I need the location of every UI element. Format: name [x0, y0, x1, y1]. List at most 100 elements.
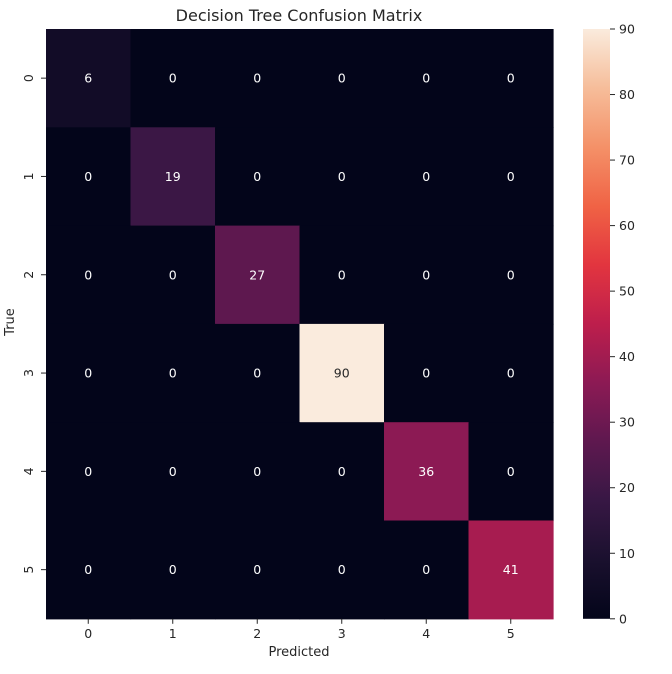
heatmap-cell-3-3 — [299, 323, 385, 423]
cell-value-label: 0 — [84, 169, 92, 184]
x-tick-label: 2 — [253, 626, 261, 641]
cell-value-label: 0 — [422, 71, 430, 86]
colorbar-gradient — [583, 29, 610, 619]
cell-value-label: 0 — [253, 562, 261, 577]
cell-value-label: 0 — [169, 267, 177, 282]
cell-value-label: 0 — [84, 366, 92, 381]
cell-value-label: 0 — [422, 169, 430, 184]
heatmap-cell-4-3 — [299, 422, 385, 522]
x-tick-label: 0 — [84, 626, 92, 641]
heatmap-cell-4-4 — [384, 422, 470, 522]
heatmap-cell-5-1 — [130, 520, 216, 620]
cell-value-label: 0 — [338, 169, 346, 184]
heatmap-cell-1-1 — [130, 127, 216, 227]
cell-value-label: 6 — [84, 71, 92, 86]
heatmap-cell-2-4 — [384, 225, 470, 325]
cell-value-label: 0 — [169, 464, 177, 479]
heatmap-cell-2-3 — [299, 225, 385, 325]
heatmap-cell-2-1 — [130, 225, 216, 325]
cell-value-label: 0 — [422, 267, 430, 282]
cell-value-label: 0 — [253, 464, 261, 479]
colorbar-tick-label: 40 — [619, 349, 635, 364]
heatmap-cell-0-3 — [299, 29, 385, 128]
cell-value-label: 0 — [84, 464, 92, 479]
heatmap-cell-4-0 — [46, 422, 132, 522]
y-tick-label: 2 — [21, 271, 36, 279]
x-tick-label: 4 — [422, 626, 430, 641]
heatmap-cells: 6 0 0 0 0 0 0 19 0 0 0 0 0 0 27 0 0 0 0 0 0 90 0 0 0 0 0 0 36 0 0 0 0 0 0 4… — [46, 29, 554, 620]
y-tick-label: 0 — [21, 74, 36, 82]
x-tick-label: 1 — [169, 626, 177, 641]
colorbar-tick-label: 50 — [619, 284, 635, 299]
heatmap-cell-1-2 — [215, 127, 301, 227]
cell-value-label: 0 — [507, 366, 515, 381]
cell-value-label: 0 — [422, 366, 430, 381]
y-tick-label: 5 — [21, 566, 36, 574]
heatmap-cell-1-5 — [468, 127, 554, 227]
heatmap-cell-3-5 — [468, 323, 554, 423]
cell-value-label: 0 — [507, 169, 515, 184]
cell-value-label: 0 — [253, 169, 261, 184]
cell-value-label: 27 — [249, 267, 265, 282]
colorbar-tick-label: 90 — [619, 22, 635, 37]
cell-value-label: 0 — [253, 366, 261, 381]
cell-value-label: 0 — [507, 464, 515, 479]
heatmap-cell-2-2 — [215, 225, 301, 325]
heatmap-cell-3-1 — [130, 323, 216, 423]
cell-value-label: 0 — [338, 71, 346, 86]
heatmap-cell-5-4 — [384, 520, 470, 620]
x-axis-ticks: 0 1 2 3 4 5 — [84, 618, 515, 641]
cell-value-label: 0 — [338, 464, 346, 479]
cell-value-label: 0 — [169, 366, 177, 381]
cell-value-label: 0 — [507, 71, 515, 86]
chart-title: Decision Tree Confusion Matrix — [176, 6, 423, 25]
cell-value-label: 90 — [334, 366, 350, 381]
heatmap-cell-5-5 — [468, 520, 554, 620]
heatmap-cell-3-4 — [384, 323, 470, 423]
cell-value-label: 0 — [253, 71, 261, 86]
heatmap-cell-5-0 — [46, 520, 132, 620]
heatmap-cell-0-4 — [384, 29, 470, 128]
heatmap-cell-4-2 — [215, 422, 301, 522]
cell-value-label: 0 — [422, 562, 430, 577]
y-axis-label: True — [3, 308, 18, 337]
colorbar-tick-label: 30 — [619, 415, 635, 430]
cell-value-label: 0 — [338, 562, 346, 577]
cell-value-label: 41 — [503, 562, 519, 577]
cell-value-label: 0 — [169, 71, 177, 86]
heatmap-cell-0-5 — [468, 29, 554, 128]
colorbar-tick-label: 0 — [619, 611, 627, 626]
heatmap-cell-1-3 — [299, 127, 385, 227]
x-axis-label: Predicted — [268, 645, 329, 660]
colorbar-tick-label: 20 — [619, 480, 635, 495]
heatmap-cell-1-0 — [46, 127, 132, 227]
x-tick-label: 3 — [338, 626, 346, 641]
heatmap-cell-0-1 — [130, 29, 216, 128]
colorbar-tick-label: 70 — [619, 153, 635, 168]
y-tick-label: 1 — [21, 172, 36, 180]
cell-value-label: 0 — [507, 267, 515, 282]
heatmap-cell-2-0 — [46, 225, 132, 325]
cell-value-label: 0 — [84, 562, 92, 577]
y-tick-label: 4 — [21, 467, 36, 475]
heatmap-cell-0-0 — [46, 29, 132, 128]
colorbar-tick-label: 80 — [619, 87, 635, 102]
cell-value-label: 0 — [338, 267, 346, 282]
cell-value-label: 0 — [84, 267, 92, 282]
cell-value-label: 19 — [165, 169, 181, 184]
cell-value-label: 0 — [169, 562, 177, 577]
x-tick-label: 5 — [507, 626, 515, 641]
heatmap-cell-4-5 — [468, 422, 554, 522]
heatmap-cell-2-5 — [468, 225, 554, 325]
heatmap-cell-3-0 — [46, 323, 132, 423]
heatmap-cell-0-2 — [215, 29, 301, 128]
heatmap-cell-5-3 — [299, 520, 385, 620]
cell-value-label: 36 — [418, 464, 434, 479]
y-tick-label: 3 — [21, 369, 36, 377]
colorbar: 0 10 20 30 40 50 60 70 80 90 — [583, 22, 635, 626]
colorbar-tick-label: 60 — [619, 218, 635, 233]
heatmap-cell-5-2 — [215, 520, 301, 620]
y-axis-ticks: 0 1 2 3 4 5 — [21, 74, 46, 574]
